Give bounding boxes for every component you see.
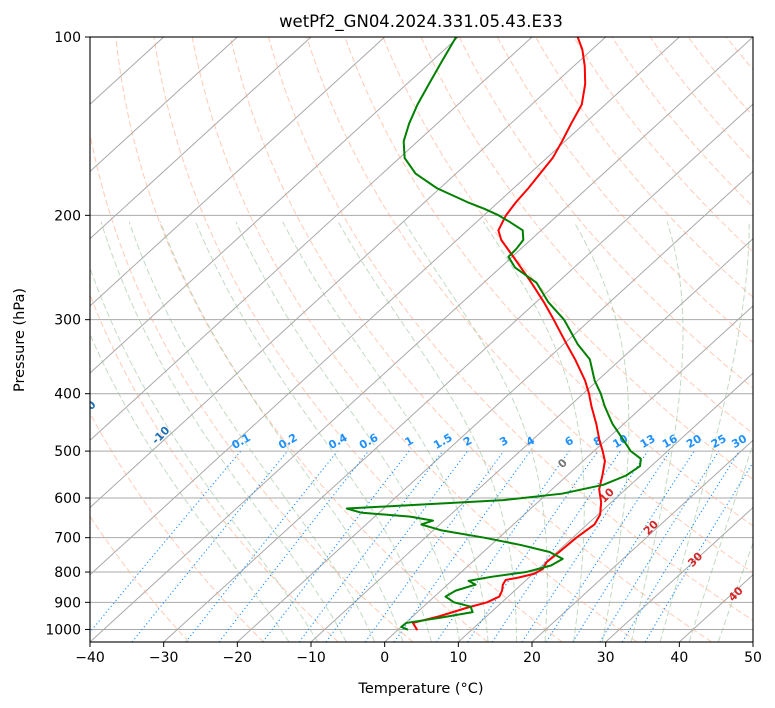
moist-adiabat-line [688,442,753,642]
isotherm-line [90,37,459,374]
dry-adiabat-line [573,37,753,253]
y-tick-label: 200 [54,208,81,224]
isotherm-line [457,372,753,642]
mixing-ratio-line [393,450,531,642]
x-axis-label: Temperature (°C) [357,681,483,697]
isotherm-line [310,237,753,642]
moist-adiabat-line [195,221,432,642]
moist-adiabat-line [630,221,684,642]
mixing-ratio-line [491,450,621,642]
mixing-ratio-line [364,450,505,642]
isotherm-line [90,37,533,442]
moist-adiabat-line [659,221,750,642]
isotherm-line [90,37,386,307]
moist-adiabat-line [403,221,548,642]
sounding-profiles [345,37,642,631]
dry-adiabat-line [229,37,712,642]
y-tick-label: 800 [54,565,81,581]
mixing-ratio-label: 36 [750,432,770,451]
dry-adiabat-line [90,131,414,642]
x-tick-label: 0 [380,650,389,666]
isotherm-line [531,439,753,642]
mixing-ratio-line [185,450,338,642]
y-tick-label: 900 [54,595,81,611]
mixing-ratio-line [218,450,369,642]
moist-adiabat-line [90,333,290,642]
moist-adiabat-line [128,221,376,642]
dry-adiabat-line [649,37,753,163]
moist-adiabat-line [282,221,489,642]
x-tick-label: −30 [149,650,179,666]
background-reference-lines [90,37,753,642]
isotherm-line [90,37,753,642]
temperature-profile-line [411,37,606,631]
isotherm-line [90,37,607,509]
isotherm-line [90,37,238,173]
dry-adiabat-label: -20 [75,398,98,421]
x-tick-label: 10 [449,650,467,666]
y-tick-label: 700 [54,531,81,547]
y-tick-label: 600 [54,491,81,507]
moist-adiabat-line [337,221,517,642]
isotherm-line [90,37,680,576]
dewpoint-profile-line [345,37,642,631]
y-axis-label: Pressure (hPa) [12,288,28,392]
y-tick-label: 400 [54,387,81,403]
moist-adiabat-line [90,266,319,642]
y-tick-label: 300 [54,313,81,329]
dry-adiabat-line [306,37,753,574]
chart-title: wetPf2_GN04.2024.331.05.43.E33 [279,12,563,32]
dry-adiabat-line [611,37,753,208]
moist-adiabat-line [482,221,585,642]
dry-adiabat-line [496,37,753,344]
x-tick-label: −20 [223,650,253,666]
moist-adiabat-line [235,221,461,642]
y-tick-label: 500 [54,444,81,460]
x-tick-label: −40 [75,650,105,666]
moist-adiabat-line [717,541,753,642]
x-tick-label: 50 [744,650,762,666]
isotherm-line [163,103,753,642]
dry-adiabat-line [535,37,753,298]
moist-adiabat-line [159,221,404,642]
dry-adiabat-line [90,293,339,642]
isotherm-line [90,37,312,240]
mixing-ratio-line [599,450,720,642]
mixing-ratio-line [621,450,740,642]
x-tick-label: 40 [670,650,688,666]
x-tick-label: 30 [597,650,615,666]
mixing-ratio-line [467,450,599,642]
isotherm-line [605,506,753,642]
mixing-ratio-line [644,461,753,642]
dry-adiabat-line [382,37,753,481]
y-tick-label: 100 [54,30,81,46]
dry-adiabat-line [115,37,488,642]
dry-adiabat-line [153,37,563,642]
dry-adiabat-line [268,37,753,622]
moist-adiabat-line [100,221,347,642]
x-tick-label: 20 [523,650,541,666]
mixing-ratio-line [521,450,649,642]
moist-adiabat-line [573,221,630,642]
x-tick-label: −10 [296,650,326,666]
axes: −40 −30 −20 −10 0 10 20 30 40 50 1000 900 800 700 600 5… [45,30,762,666]
isotherm-line [384,305,753,642]
dry-adiabat-line [90,412,264,642]
mixing-ratio-line [325,450,468,642]
isotherm-line [236,170,753,642]
dry-adiabat-line [90,515,190,642]
y-tick-label: 1000 [45,622,81,638]
plot-frame [89,36,754,643]
